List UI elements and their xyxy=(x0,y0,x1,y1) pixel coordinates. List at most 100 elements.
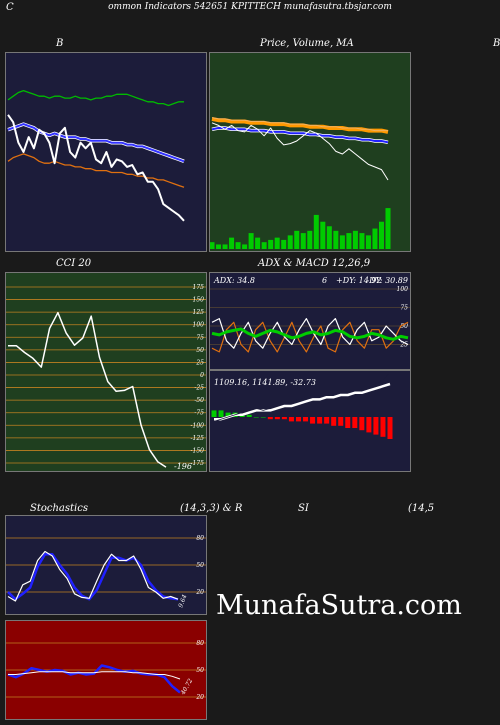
bollinger-panel xyxy=(5,52,207,252)
y-tick-label: 50 xyxy=(196,667,204,674)
y-tick-label: 175 xyxy=(193,284,205,291)
macd-hist-bar xyxy=(288,417,294,422)
adx-extra-label: 6 xyxy=(322,276,327,285)
stochastics-panel: 80 50 20 9.64 xyxy=(5,515,207,615)
macd-hist-bar xyxy=(359,417,365,431)
macd-hist-bar xyxy=(267,417,273,420)
cci-last-value: -196 xyxy=(174,462,192,471)
price-line xyxy=(211,122,389,181)
macd-hist-bar xyxy=(331,417,337,426)
volume-bar xyxy=(235,242,241,249)
y-tick-label: -150 xyxy=(191,447,205,454)
header-prefix: C xyxy=(6,2,14,13)
y-tick-label: 125 xyxy=(193,309,205,316)
volume-bar xyxy=(216,244,222,249)
y-tick-label: 50 xyxy=(196,347,204,354)
y-tick-label: 25 xyxy=(195,359,204,366)
rsi-title: SI xyxy=(298,503,309,514)
macd-hist-bar xyxy=(281,417,287,420)
y-tick-label: 150 xyxy=(193,297,205,304)
header-text: ommon Indicators 542651 KPITTECH munafas… xyxy=(108,2,392,12)
bollinger-title: B xyxy=(56,38,64,49)
price-volume-chart xyxy=(210,116,391,249)
page-header: ommon Indicators 542651 KPITTECH munafas… xyxy=(0,2,500,12)
volume-bar xyxy=(248,233,254,249)
bollinger-line-2 xyxy=(7,153,185,188)
macd-chart: 1109.16, 1141.89, -32.73 xyxy=(211,372,393,439)
macd-hist-bar xyxy=(274,417,280,420)
macd-hist-bar xyxy=(324,417,330,424)
adx-y-tick: 50 xyxy=(400,323,408,330)
macd-panel: 1109.16, 1141.89, -32.73 xyxy=(209,370,411,472)
plus-di-line xyxy=(211,317,409,349)
macd-hist-bar xyxy=(373,417,379,435)
rsi-ma-line xyxy=(8,671,181,680)
volume-bar xyxy=(346,233,352,249)
ma-orange-thick xyxy=(211,116,389,134)
volume-bar xyxy=(255,237,261,249)
cci-panel: 175 150 125 100 75 50 25 0 -25 -50 -75 -100 -125 -150… xyxy=(5,272,207,472)
macd-hist-bar xyxy=(345,417,351,428)
volume-bar xyxy=(352,230,358,249)
macd-hist-bar xyxy=(260,417,266,418)
macd-hist-bar xyxy=(246,414,252,417)
volume-bar xyxy=(333,230,339,249)
macd-hist-bar xyxy=(225,412,231,417)
y-tick-label: -50 xyxy=(194,397,204,404)
bollinger-mid-halo xyxy=(7,122,185,163)
y-tick-label: 100 xyxy=(193,322,205,329)
y-tick-label: 80 xyxy=(196,535,204,542)
cci-chart: 175 150 125 100 75 50 25 0 -25 -50 -75 -100 -125 -150… xyxy=(6,284,206,471)
stoch-d-line xyxy=(7,552,179,601)
stochastics-params: (14,3,3) & R xyxy=(180,503,243,514)
stochastics-title: Stochastics xyxy=(30,503,88,514)
y-tick-label: -25 xyxy=(194,385,204,392)
ma-light xyxy=(211,117,388,132)
volume-bar xyxy=(242,244,248,249)
adx-chart: 100 75 50 25 ADX: 34.8 6 +DY: 14.92-DY: 30.89 xyxy=(210,276,410,353)
volume-bar xyxy=(294,230,300,249)
y-tick-label: 50 xyxy=(196,562,204,569)
macd-hist-bar xyxy=(295,417,301,422)
volume-bar xyxy=(385,208,391,249)
volume-bar xyxy=(378,221,384,249)
adx-label: ADX: 34.8 xyxy=(213,276,255,285)
ma-blue xyxy=(211,127,389,144)
macd-hist-bar xyxy=(380,417,386,437)
volume-bar xyxy=(359,233,365,249)
stochastics-chart: 80 50 20 9.64 xyxy=(6,535,206,609)
y-tick-label: -100 xyxy=(191,422,205,429)
y-tick-label: -125 xyxy=(191,435,205,442)
far-right-title: B xyxy=(493,38,500,49)
volume-bar xyxy=(365,235,371,249)
y-tick-label: 20 xyxy=(195,589,204,596)
volume-bar xyxy=(307,230,313,249)
volume-bar xyxy=(300,233,306,249)
volume-bar xyxy=(222,244,228,249)
adx-panel: 100 75 50 25 ADX: 34.8 6 +DY: 14.92 -DY: 30.89 xyxy=(209,272,411,370)
y-tick-label: -175 xyxy=(191,460,205,467)
adx-y-tick: 25 xyxy=(399,342,408,349)
bollinger-line-0 xyxy=(7,89,184,107)
bollinger-line-3 xyxy=(7,114,185,222)
macd-hist-bar xyxy=(218,410,224,417)
volume-bar xyxy=(326,226,332,249)
stoch-last-value: 9.64 xyxy=(177,594,188,609)
volume-bar xyxy=(261,242,267,249)
price-ma-panel xyxy=(209,52,411,252)
volume-bar xyxy=(320,221,326,249)
macd-hist-bar xyxy=(211,410,217,417)
bollinger-chart xyxy=(7,89,185,222)
macd-hist-bar xyxy=(366,417,372,433)
volume-bar xyxy=(210,242,215,249)
rsi-last-value: 40.72 xyxy=(179,677,194,696)
plus-di-label: +DY: 14.92 xyxy=(336,276,382,285)
macd-hist-bar xyxy=(317,417,323,424)
cci-line xyxy=(8,311,167,468)
rsi-panel: 80 50 20 40.72 xyxy=(5,620,207,720)
minus-di-label: -DY: 30.89 xyxy=(366,276,408,285)
macd-hist-bar xyxy=(387,417,393,439)
macd-hist-bar xyxy=(352,417,358,428)
adx-y-tick: 75 xyxy=(400,305,408,312)
